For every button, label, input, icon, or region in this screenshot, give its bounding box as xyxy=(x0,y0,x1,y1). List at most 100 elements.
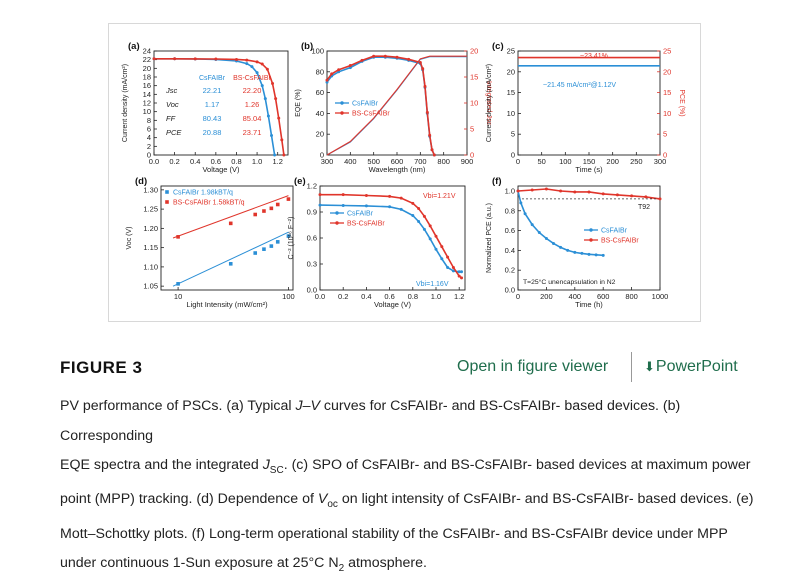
legend-label: CsFAIBr xyxy=(352,101,379,108)
y-tick-label: 0 xyxy=(320,151,324,160)
data-point xyxy=(411,202,414,205)
y-tick-label: 4 xyxy=(147,133,151,142)
annotation: ~23.41% xyxy=(580,53,608,60)
y-tick-label: 0.6 xyxy=(307,234,317,243)
data-point xyxy=(433,154,436,157)
data-point xyxy=(262,247,266,251)
data-point xyxy=(337,68,340,71)
y-tick-label: 20 xyxy=(316,130,324,139)
data-point xyxy=(253,213,257,217)
data-point xyxy=(153,57,156,60)
data-point xyxy=(517,189,520,192)
data-point xyxy=(446,266,449,269)
table-value: 80.43 xyxy=(203,114,222,123)
data-point xyxy=(616,193,619,196)
powerpoint-label: PowerPoint xyxy=(656,358,738,375)
table-value: 23.71 xyxy=(243,128,262,137)
data-point xyxy=(267,115,270,118)
y-tick-label: 1.05 xyxy=(143,282,158,291)
data-point xyxy=(431,148,434,151)
y-tick-label: 16 xyxy=(143,81,151,90)
y-tick-label: 18 xyxy=(143,73,151,82)
data-point xyxy=(446,256,449,259)
data-point xyxy=(342,193,345,196)
y2-tick-label: 20 xyxy=(663,67,671,76)
data-point xyxy=(400,208,403,211)
y-tick-label: 8 xyxy=(147,116,151,125)
legend-label: BS-CsFAIBr 1.58kBT/q xyxy=(173,200,245,207)
caption-text: Mott–Schottky plots. (f) Long-term opera… xyxy=(60,526,728,542)
data-point xyxy=(349,64,352,67)
table-row-label: PCE xyxy=(166,128,182,137)
y-tick-label: 0.2 xyxy=(505,266,515,275)
legend-marker xyxy=(340,101,343,104)
x-tick-label: 1.0 xyxy=(431,292,441,301)
data-point xyxy=(262,209,266,213)
data-point xyxy=(319,193,322,196)
data-point xyxy=(372,55,375,58)
table-value: 22.21 xyxy=(203,86,222,95)
data-point xyxy=(235,58,238,61)
data-point xyxy=(282,154,285,157)
open-figure-viewer-link[interactable]: Open in figure viewer xyxy=(457,358,608,376)
y-tick-label: 1.20 xyxy=(143,224,158,233)
y-tick-label: 5 xyxy=(511,130,515,139)
table-value: 1.17 xyxy=(205,100,220,109)
caption-subscript: oc xyxy=(327,499,338,510)
figure-image[interactable]: (a) 0.0 0.2 0.4 0.6 0.8 1.0 1.2 0 2 4 6 8 10 12 14 16 18 2… xyxy=(108,23,701,322)
table-value: 1.26 xyxy=(245,100,260,109)
data-point xyxy=(426,111,429,114)
data-point xyxy=(261,63,264,66)
table-value: 20.88 xyxy=(203,128,222,137)
download-arrow-icon: ⬇ xyxy=(644,359,655,375)
figure-panels: (a)0.0 0.2 0.4 0.6 0.8 1.0 1.20246810121416182… xyxy=(109,24,700,321)
y-tick-label: 0.4 xyxy=(505,246,515,255)
y2-tick-label: 15 xyxy=(663,88,671,97)
legend-marker xyxy=(340,111,343,114)
annotation: T=25°C unencapsulation in N2 xyxy=(523,278,616,286)
caption-text: PV performance of PSCs. (a) Typical xyxy=(60,398,296,414)
y-tick-label: 40 xyxy=(316,109,324,118)
x-tick-label: 0.4 xyxy=(190,157,200,166)
data-point xyxy=(270,244,274,248)
data-point xyxy=(659,197,662,200)
legend-label: BS-CsFAIBr xyxy=(347,221,385,228)
y-axis-label: Normalized PCE (a.u.) xyxy=(486,203,493,273)
data-point xyxy=(229,222,233,226)
legend-marker xyxy=(335,211,338,214)
y2-tick-label: 0 xyxy=(663,151,667,160)
y2-tick-label: 5 xyxy=(470,125,474,134)
legend-marker xyxy=(589,238,592,241)
y-tick-label: 0.0 xyxy=(505,286,515,295)
table-value: 22.20 xyxy=(243,86,262,95)
legend-label: CsFAIBr xyxy=(601,228,628,235)
header-divider xyxy=(631,352,632,382)
y2-tick-label: 25 xyxy=(663,47,671,56)
caption-text: . (c) SPO of CsFAIBr- and BS-CsFAIBr- ba… xyxy=(284,457,751,473)
y2-tick-label: 15 xyxy=(470,73,478,82)
data-point xyxy=(176,235,180,239)
data-point xyxy=(602,192,605,195)
data-point xyxy=(566,249,569,252)
data-point xyxy=(435,235,438,238)
plot-frame xyxy=(320,186,465,290)
y-tick-label: 1.2 xyxy=(307,182,317,191)
y-tick-label: 24 xyxy=(143,47,151,56)
data-point xyxy=(559,246,562,249)
x-tick-label: 0.2 xyxy=(338,292,348,301)
data-point xyxy=(388,195,391,198)
y2-tick-label: 0 xyxy=(470,151,474,160)
x-tick-label: 1.2 xyxy=(272,157,282,166)
x-tick-label: 0 xyxy=(516,157,520,166)
table-header: BS-CsFAIBr xyxy=(233,75,271,82)
data-point xyxy=(423,228,426,231)
powerpoint-download-link[interactable]: ⬇PowerPoint xyxy=(644,358,738,376)
data-point xyxy=(250,65,253,68)
y2-tick-label: 10 xyxy=(663,109,671,118)
data-point xyxy=(559,189,562,192)
data-point xyxy=(194,57,197,60)
data-point xyxy=(176,282,180,286)
y-tick-label: 15 xyxy=(507,88,515,97)
y-tick-label: 0.3 xyxy=(307,260,317,269)
data-point xyxy=(552,242,555,245)
